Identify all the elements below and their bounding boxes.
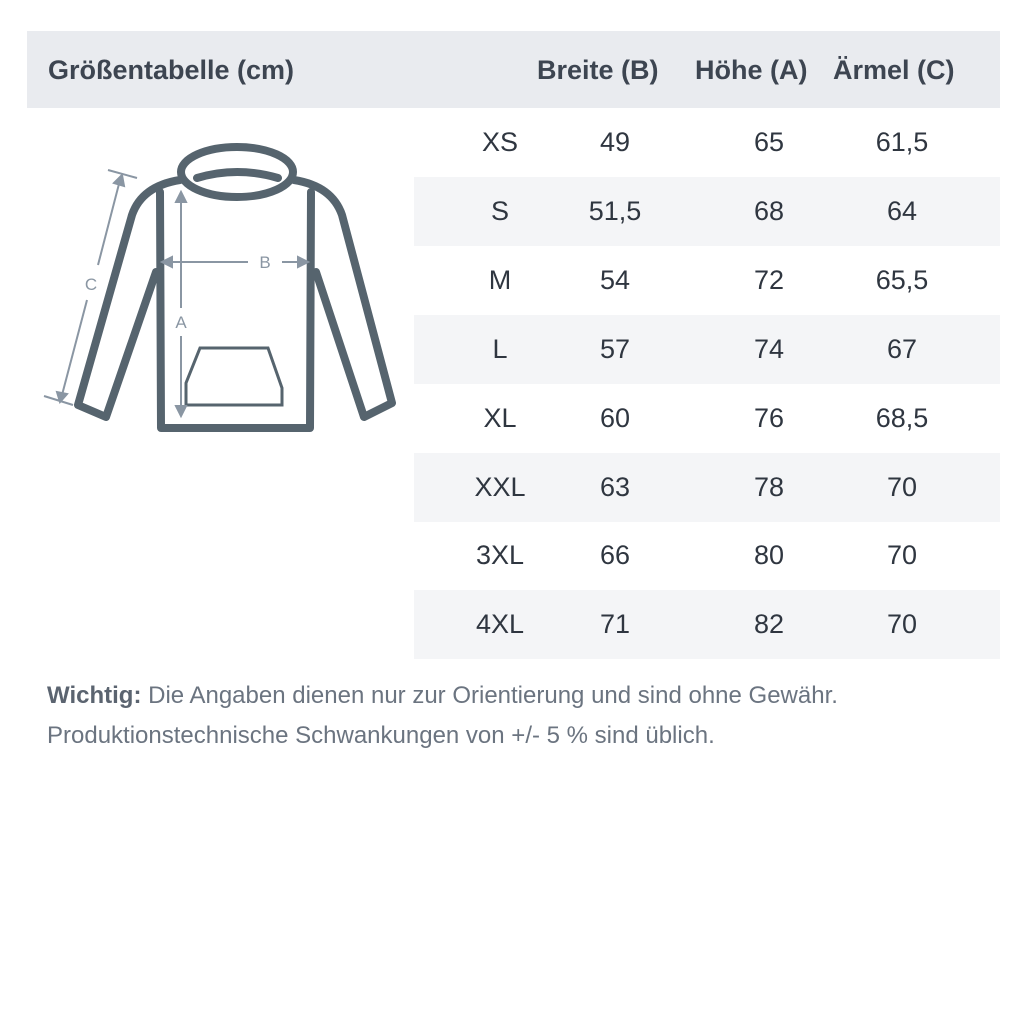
table-row: 4XL 71 82 70 (414, 590, 1000, 659)
table-row: XXL 63 78 70 (414, 453, 1000, 522)
cell-aermel: 67 (886, 334, 918, 364)
cell-breite: 66 (599, 540, 631, 570)
cell-breite: 71 (599, 609, 631, 639)
cell-hoehe: 68 (753, 196, 785, 226)
disclaimer-note: Wichtig: Die Angaben dienen nur zur Orie… (47, 676, 838, 756)
cell-hoehe: 74 (753, 334, 785, 364)
note-line1: Die Angaben dienen nur zur Orientierung … (148, 682, 838, 709)
note-bold: Wichtig: (47, 682, 142, 709)
table-row: XL 60 76 68,5 (414, 384, 1000, 453)
cell-breite: 57 (599, 334, 631, 364)
cell-aermel: 68,5 (875, 403, 929, 433)
table-row: 3XL 66 80 70 (414, 521, 1000, 590)
table-row: XS 49 65 61,5 (414, 108, 1000, 177)
table-row: M 54 72 65,5 (414, 246, 1000, 315)
cell-hoehe: 65 (753, 127, 785, 157)
label-c: C (85, 275, 97, 294)
cell-aermel: 61,5 (875, 127, 929, 157)
label-a: A (175, 313, 187, 332)
cell-size: XXL (474, 472, 526, 502)
cell-hoehe: 76 (753, 403, 785, 433)
cell-size: L (492, 334, 508, 364)
cell-breite: 54 (599, 265, 631, 295)
cell-aermel: 65,5 (875, 265, 929, 295)
column-header-aermel: Ärmel (C) (833, 55, 955, 85)
cell-breite: 60 (599, 403, 631, 433)
cell-size: 4XL (475, 609, 525, 639)
cell-breite: 49 (599, 127, 631, 157)
hoodie-icon: A B C (43, 143, 396, 432)
table-header: Größentabelle (cm) Breite (B) Höhe (A) Ä… (27, 31, 1000, 108)
column-header-breite: Breite (B) (537, 55, 659, 85)
cell-hoehe: 78 (753, 472, 785, 502)
cell-size: 3XL (475, 540, 525, 570)
cell-aermel: 64 (886, 196, 918, 226)
cell-size: XL (483, 403, 517, 433)
page-title: Größentabelle (cm) (48, 55, 295, 85)
cell-hoehe: 82 (753, 609, 785, 639)
cell-aermel: 70 (886, 609, 918, 639)
table-row: L 57 74 67 (414, 315, 1000, 384)
cell-breite: 63 (599, 472, 631, 502)
cell-aermel: 70 (886, 540, 918, 570)
cell-size: XS (481, 127, 519, 157)
cell-hoehe: 80 (753, 540, 785, 570)
label-b: B (259, 253, 270, 272)
cell-breite: 51,5 (588, 196, 642, 226)
cell-size: M (488, 265, 512, 295)
note-line2: Produktionstechnische Schwankungen von +… (47, 722, 715, 749)
cell-aermel: 70 (886, 472, 918, 502)
cell-hoehe: 72 (753, 265, 785, 295)
cell-size: S (490, 196, 509, 226)
column-header-hoehe: Höhe (A) (695, 55, 808, 85)
table-row: S 51,5 68 64 (414, 177, 1000, 246)
